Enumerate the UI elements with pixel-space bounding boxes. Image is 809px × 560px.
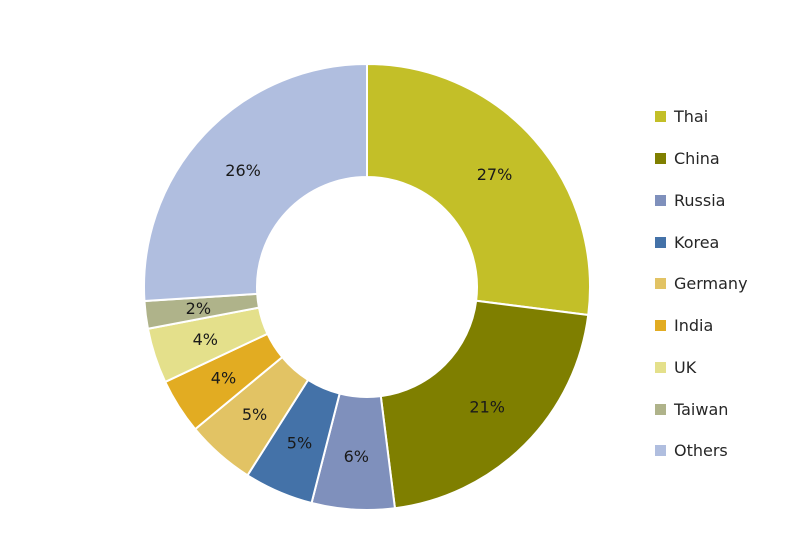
legend-item-russia: Russia: [655, 180, 805, 222]
legend-label: Korea: [674, 232, 720, 252]
legend-label: Thai: [674, 107, 709, 127]
data-label-uk: 4%: [193, 330, 218, 349]
legend-label: UK: [674, 357, 697, 377]
legend: Thai China Russia Korea Germany India UK Taiwan…: [655, 96, 805, 472]
slice-others: [143, 62, 368, 303]
legend-swatch: [655, 111, 666, 123]
data-label-india: 4%: [211, 369, 236, 388]
legend-swatch: [655, 153, 666, 165]
legend-item-germany: Germany: [655, 263, 805, 305]
legend-item-china: China: [655, 138, 805, 180]
legend-label: China: [674, 149, 720, 169]
data-label-china: 21%: [469, 398, 505, 417]
legend-swatch: [655, 361, 666, 373]
legend-item-india: India: [655, 305, 805, 347]
legend-item-thai: Thai: [655, 96, 805, 138]
legend-label: India: [674, 316, 714, 336]
legend-swatch: [655, 445, 666, 457]
legend-swatch: [655, 403, 666, 415]
legend-label: Russia: [674, 190, 726, 210]
legend-swatch: [655, 278, 666, 290]
data-label-others: 26%: [225, 161, 261, 180]
legend-swatch: [655, 320, 666, 332]
data-label-korea: 5%: [287, 434, 312, 453]
legend-item-taiwan: Taiwan: [655, 388, 805, 430]
slice-thai: [366, 62, 591, 317]
legend-label: Germany: [674, 274, 748, 294]
slice-china: [379, 299, 590, 510]
legend-swatch: [655, 236, 666, 248]
legend-label: Others: [674, 441, 728, 461]
data-label-germany: 5%: [242, 405, 267, 424]
legend-swatch: [655, 194, 666, 206]
legend-label: Taiwan: [674, 399, 729, 419]
legend-item-korea: Korea: [655, 221, 805, 263]
data-label-thai: 27%: [477, 165, 513, 184]
data-label-russia: 6%: [344, 447, 369, 466]
legend-item-others: Others: [655, 430, 805, 472]
data-label-taiwan: 2%: [186, 299, 211, 318]
legend-item-uk: UK: [655, 347, 805, 389]
